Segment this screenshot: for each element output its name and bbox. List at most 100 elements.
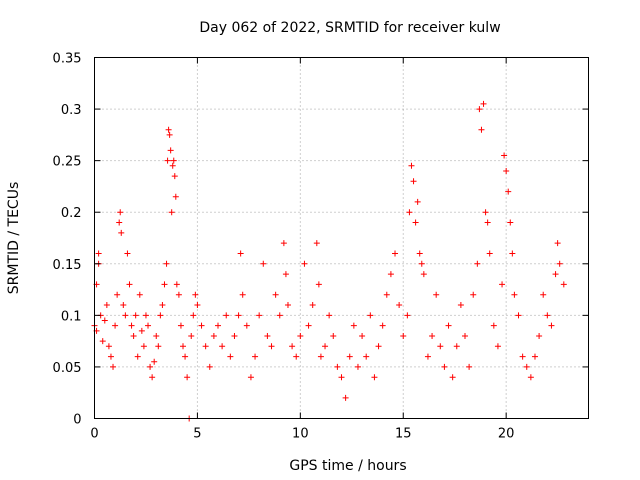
data-point [140, 343, 147, 350]
y-tick-label: 0.3 [61, 103, 82, 118]
data-point [99, 338, 106, 345]
data-point [420, 271, 427, 278]
data-point [410, 178, 417, 185]
data-point [260, 260, 267, 267]
data-point [408, 162, 415, 169]
data-point [429, 332, 436, 339]
y-tick-label: 0.2 [61, 206, 82, 221]
data-point [326, 312, 333, 319]
data-point [280, 240, 287, 247]
data-point [235, 312, 242, 319]
data-point [466, 363, 473, 370]
data-point [188, 332, 195, 339]
data-point [392, 250, 399, 257]
data-point [138, 327, 145, 334]
x-axis-label: GPS time / hours [289, 458, 406, 474]
data-point [462, 332, 468, 339]
data-point [268, 343, 275, 350]
data-point [371, 374, 378, 381]
data-point [177, 322, 184, 329]
data-point [511, 291, 518, 298]
data-point [301, 260, 308, 267]
data-point [167, 147, 174, 154]
data-point [554, 240, 561, 247]
y-tick-label: 0.05 [53, 361, 82, 376]
data-point [210, 332, 217, 339]
data-point [171, 173, 178, 180]
data-point [169, 162, 176, 169]
data-point [474, 260, 481, 267]
axis-ticks [94, 57, 589, 419]
data-point [424, 353, 431, 360]
data-point [342, 394, 349, 401]
data-point [284, 302, 291, 309]
y-tick-label: 0.1 [61, 309, 82, 324]
data-point [453, 343, 460, 350]
data-point [441, 363, 448, 370]
data-point [159, 302, 166, 309]
data-point [375, 343, 382, 350]
data-point [239, 291, 246, 298]
x-tick-label: 20 [498, 427, 515, 442]
data-point [149, 374, 156, 381]
data-point [165, 126, 172, 133]
data-point [194, 302, 201, 309]
data-point [163, 260, 170, 267]
data-point [416, 250, 423, 257]
data-point [289, 343, 296, 350]
x-tick-label: 0 [90, 427, 98, 442]
data-point [350, 322, 357, 329]
data-point [346, 353, 353, 360]
data-points [91, 100, 567, 422]
data-point [173, 281, 180, 288]
data-point [105, 343, 112, 350]
data-point [206, 363, 213, 370]
data-point [192, 291, 199, 298]
data-point [223, 312, 230, 319]
data-point [103, 302, 110, 309]
data-point [414, 198, 421, 205]
data-point [501, 152, 508, 159]
data-point [363, 353, 370, 360]
data-point [145, 322, 152, 329]
data-point [190, 312, 197, 319]
data-point [202, 343, 209, 350]
data-point [243, 322, 250, 329]
data-point [136, 291, 143, 298]
data-point [126, 281, 133, 288]
data-point [142, 312, 149, 319]
data-point [334, 363, 341, 370]
data-point [531, 353, 538, 360]
data-point [166, 131, 173, 138]
data-point [490, 322, 497, 329]
data-point [247, 374, 254, 381]
data-point [164, 157, 171, 164]
data-point [338, 374, 345, 381]
data-point [484, 219, 491, 226]
data-point [151, 358, 158, 365]
data-point [540, 291, 547, 298]
data-point [128, 322, 135, 329]
data-point [445, 322, 452, 329]
data-point [153, 332, 160, 339]
plot-frame [94, 57, 589, 419]
y-tick-label: 0 [73, 413, 81, 428]
data-point [486, 250, 493, 257]
data-point [120, 302, 127, 309]
data-point [293, 353, 300, 360]
y-tick-label: 0.15 [53, 258, 82, 273]
data-point [313, 240, 320, 247]
data-point [396, 302, 403, 309]
data-point [478, 126, 485, 133]
data-point [536, 332, 543, 339]
y-tick-labels: 0 0.05 0.1 0.15 0.2 0.25 0.3 0.35 [53, 52, 82, 428]
data-point [95, 250, 102, 257]
data-point [107, 353, 114, 360]
data-point [134, 353, 141, 360]
data-point [237, 250, 244, 257]
data-point [122, 312, 129, 319]
data-point [527, 374, 534, 381]
data-point [507, 219, 514, 226]
data-point [272, 291, 279, 298]
data-point [482, 209, 489, 216]
